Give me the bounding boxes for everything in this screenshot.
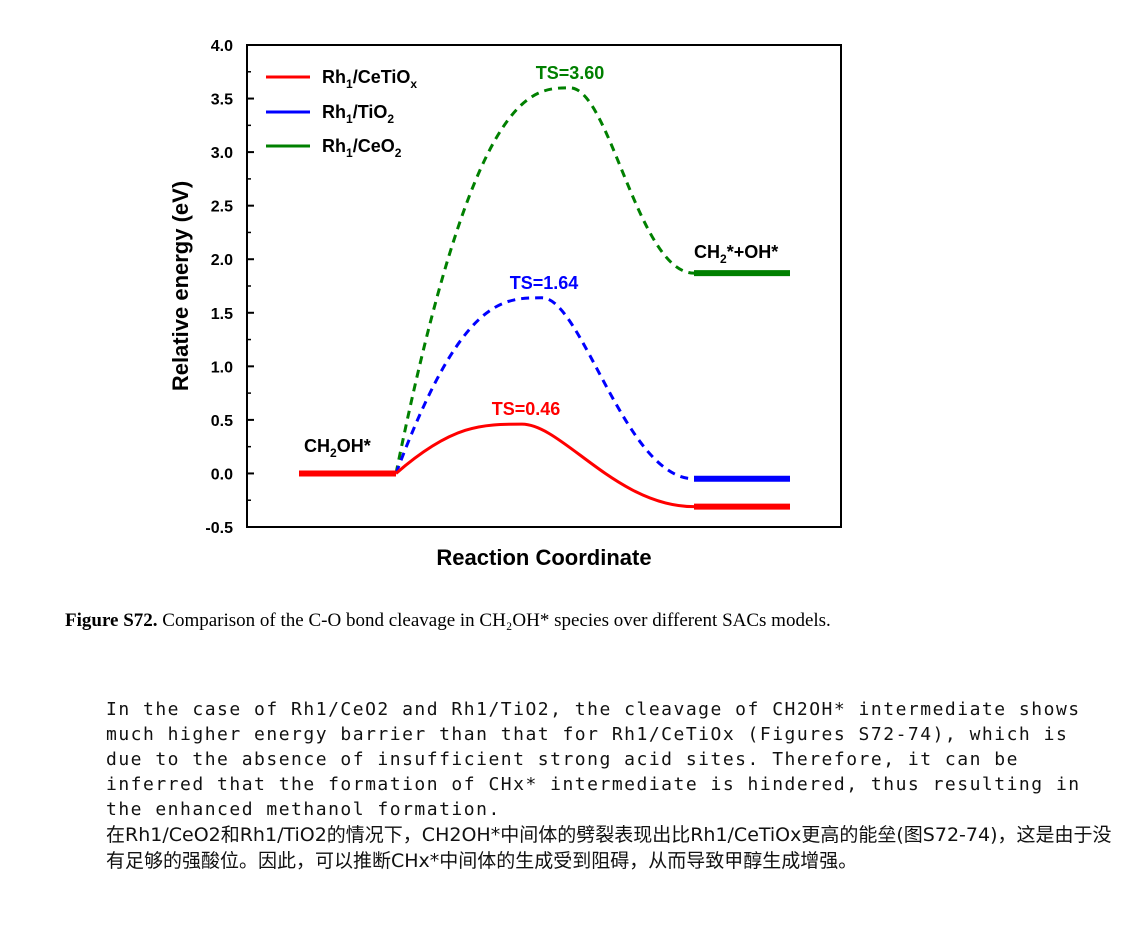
- series-curve-2: [394, 86, 695, 474]
- legend-label-rh1-cetiox: Rh1/CeTiOx: [322, 67, 417, 91]
- legend-label-rh1-ceo2: Rh1/CeO2: [322, 136, 402, 160]
- y-tick-label: -0.5: [205, 520, 233, 537]
- y-tick-label: 1.0: [211, 359, 233, 376]
- y-tick-label: 1.5: [211, 306, 233, 323]
- energy-profile-chart: -0.5 0.0 0.5 1.0 1.5 2.0 2.5 3.0 3.5 4.0 Relative…: [168, 38, 842, 570]
- series-lines: [299, 86, 790, 510]
- y-tick-label: 4.0: [211, 38, 233, 55]
- figure-caption-label: Figure S72.: [65, 610, 158, 631]
- y-tick-label: 0.0: [211, 466, 233, 483]
- y-tick-label: 2.0: [211, 252, 233, 269]
- y-axis-ticks: -0.5 0.0 0.5 1.0 1.5 2.0 2.5 3.0 3.5 4.0: [205, 38, 254, 537]
- ts-label-green: TS=3.60: [536, 63, 605, 83]
- series-curve-0: [395, 422, 695, 509]
- legend-label-rh1-tio2: Rh1/TiO2: [322, 102, 394, 126]
- final-state-label: CH2*+OH*: [694, 242, 778, 266]
- ts-label-blue: TS=1.64: [510, 273, 579, 293]
- ts-label-red: TS=0.46: [492, 399, 561, 419]
- paragraph-chinese: 在Rh1/CeO2和Rh1/TiO2的情况下，CH2OH*中间体的劈裂表现出比R…: [106, 824, 1112, 872]
- figure-caption: Figure S72. Comparison of the C-O bond c…: [65, 602, 965, 640]
- x-axis-title: Reaction Coordinate: [436, 545, 651, 570]
- y-tick-label: 3.0: [211, 145, 233, 162]
- y-tick-label: 0.5: [211, 413, 233, 430]
- y-axis-title: Relative energy (eV): [168, 181, 193, 391]
- initial-state-label: CH2OH*: [304, 436, 371, 460]
- y-tick-label: 3.5: [211, 92, 233, 109]
- y-tick-label: 2.5: [211, 199, 233, 216]
- paragraph-english: In the case of Rh1/CeO2 and Rh1/TiO2, th…: [106, 699, 1081, 820]
- figure-caption-text: Comparison of the C-O bond cleavage in C…: [157, 610, 831, 631]
- series-curve-1: [394, 296, 695, 481]
- legend: Rh1/CeTiOx Rh1/TiO2 Rh1/CeO2: [266, 67, 417, 160]
